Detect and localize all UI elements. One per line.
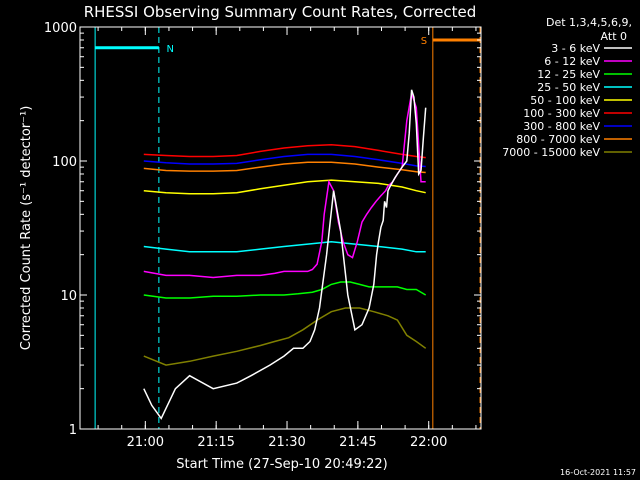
y-tick-label: 1000: [44, 21, 77, 36]
x-tick-label: 21:00: [127, 435, 164, 450]
chart-title: RHESSI Observing Summary Count Rates, Co…: [84, 3, 477, 21]
x-tick-label: 22:00: [410, 435, 447, 450]
annotation-label: N: [167, 44, 174, 55]
legend-label: 3 - 6 keV: [551, 42, 600, 55]
series-line: [143, 307, 427, 366]
series-layer: [143, 89, 427, 420]
legend-label: 50 - 100 keV: [530, 94, 600, 107]
x-tick-label: 21:45: [339, 435, 376, 450]
series-line: [143, 144, 426, 159]
y-tick-label: 10: [60, 289, 77, 304]
plot-frame: [79, 26, 482, 430]
x-axis: 21:00 21:15 21:30 21:45 22:00: [97, 27, 477, 450]
legend-label: 6 - 12 keV: [544, 55, 600, 68]
y-axis: 1 10 100 1000: [44, 21, 481, 438]
x-axis-label: Start Time (27-Sep-10 20:49:22): [176, 457, 387, 472]
series-line: [143, 281, 427, 299]
legend-label: 100 - 300 keV: [523, 107, 600, 120]
legend-header-line-2: Att 0: [601, 30, 627, 43]
y-axis-label: Corrected Count Rate (s⁻¹ detector⁻¹): [19, 106, 34, 351]
legend-label: 12 - 25 keV: [537, 68, 600, 81]
series-line: [143, 161, 426, 174]
series-line: [143, 179, 426, 195]
footer-date: 16-Oct-2021 11:57: [560, 468, 636, 477]
legend-label: 800 - 7000 keV: [516, 133, 600, 146]
legend-label: 300 - 800 keV: [523, 120, 600, 133]
legend-header: Det 1,3,4,5,6,9, Att 0: [546, 16, 632, 43]
legend-label: 7000 - 15000 keV: [502, 146, 600, 159]
legend-header-line-1: Det 1,3,4,5,6,9,: [546, 16, 632, 29]
x-tick-label: 21:15: [197, 435, 234, 450]
y-tick-label: 100: [52, 155, 77, 170]
x-tick-label: 21:30: [268, 435, 305, 450]
annotation-label: S: [421, 36, 427, 47]
legend-label: 25 - 50 keV: [537, 81, 600, 94]
y-tick-label: 1: [69, 423, 77, 438]
series-line: [143, 153, 426, 168]
series-line: [143, 240, 426, 253]
series-line: [143, 89, 427, 420]
annotations: NS: [94, 27, 481, 429]
